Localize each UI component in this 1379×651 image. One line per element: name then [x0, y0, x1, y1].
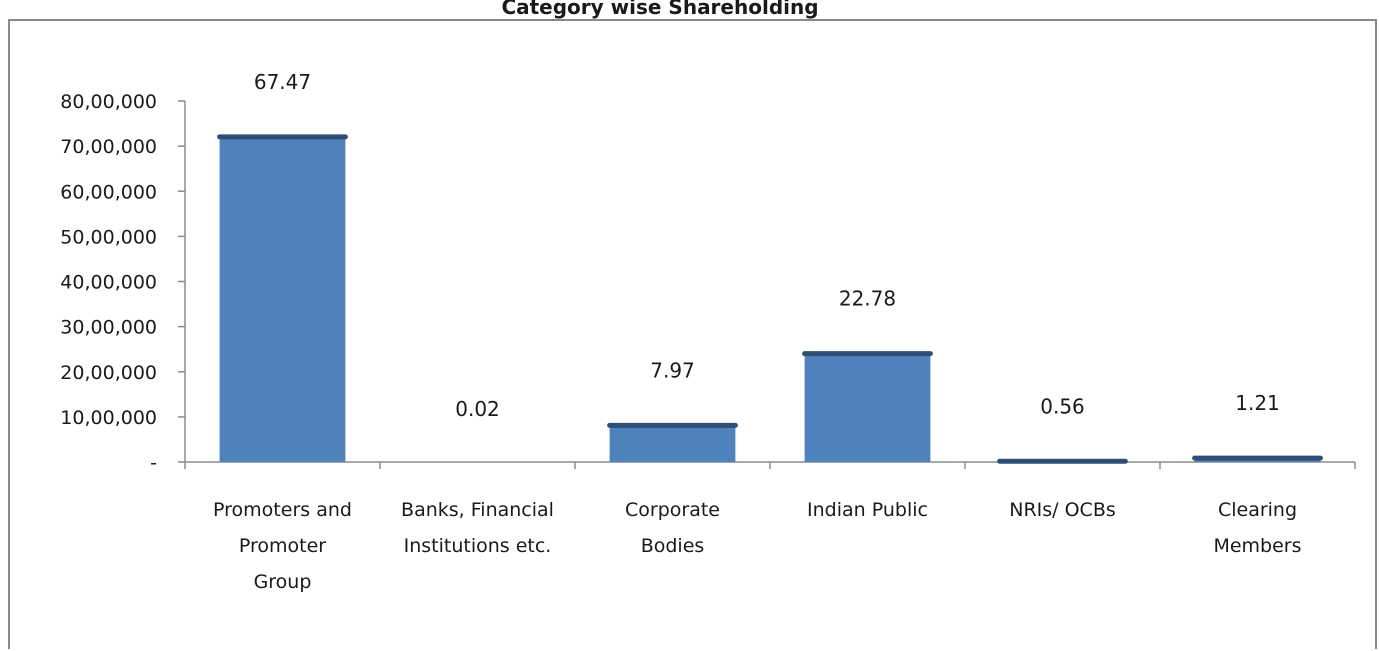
- data-label: 0.02: [455, 397, 500, 421]
- data-label: 67.47: [254, 70, 311, 94]
- x-category-label: Clearing Members: [1213, 499, 1301, 557]
- y-tick-label: 60,00,000: [60, 181, 157, 203]
- category-labels: Promoters and Promoter Group Banks, Financi…: [213, 499, 1301, 593]
- chart-title: Category wise Shareholding: [501, 0, 818, 19]
- bars: [217, 134, 1323, 464]
- data-label: 0.56: [1040, 394, 1085, 418]
- bar: [219, 134, 346, 462]
- x-category-label: Corporate Bodies: [625, 499, 720, 557]
- data-label: 7.97: [650, 358, 695, 382]
- data-labels: 67.47 0.02 7.97 22.78 0.56 1.21: [254, 70, 1280, 421]
- x-category-line: Members: [1213, 535, 1301, 557]
- x-category-line: Institutions etc.: [404, 535, 552, 557]
- y-tick-label: -: [150, 452, 157, 474]
- x-category-line: Indian Public: [807, 499, 928, 521]
- y-tick-label: 40,00,000: [60, 272, 157, 294]
- x-category-line: Bodies: [641, 535, 705, 557]
- data-label: 22.78: [839, 287, 896, 311]
- x-category-line: Promoters and: [213, 499, 352, 521]
- x-category-line: Corporate: [625, 499, 720, 521]
- y-tick-label: 10,00,000: [60, 407, 157, 429]
- x-category-line: NRIs/ OCBs: [1009, 499, 1116, 521]
- y-tick-label: 30,00,000: [60, 317, 157, 339]
- y-tick-label: 70,00,000: [60, 136, 157, 158]
- x-category-line: Clearing: [1218, 499, 1297, 521]
- data-label: 1.21: [1235, 391, 1280, 415]
- x-category-label: Promoters and Promoter Group: [213, 499, 352, 593]
- y-tick-label: 80,00,000: [60, 91, 157, 113]
- x-category-line: Banks, Financial: [401, 499, 554, 521]
- y-tick-label: 50,00,000: [60, 226, 157, 248]
- x-category-line: Promoter: [239, 535, 326, 557]
- x-category-line: Group: [254, 571, 312, 593]
- x-category-label: Banks, Financial Institutions etc.: [401, 499, 554, 557]
- y-tick-label: 20,00,000: [60, 362, 157, 384]
- bar: [804, 351, 931, 462]
- x-category-label: Indian Public: [807, 499, 928, 521]
- bar: [609, 423, 736, 462]
- axes: - 10,00,000 20,00,000 30,00,000 40,00,000 50,…: [60, 91, 1356, 474]
- x-category-label: NRIs/ OCBs: [1009, 499, 1116, 521]
